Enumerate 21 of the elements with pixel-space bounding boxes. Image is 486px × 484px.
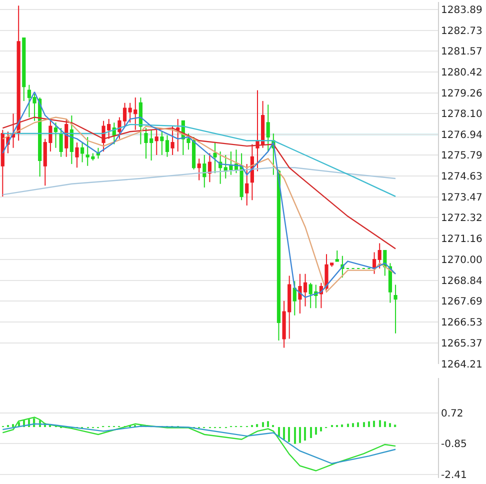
y-tick-label: 1275.79 (441, 150, 482, 162)
y-tick-label: 1274.63 (441, 172, 482, 183)
y-tick-label: 1279.26 (441, 88, 482, 100)
y-tick-label: -0.85 (441, 439, 467, 450)
y-tick-label: -2.41 (441, 470, 467, 481)
y-tick-label: 1282.73 (441, 26, 482, 37)
y-tick-label: 1281.57 (441, 46, 482, 58)
y-tick-label: 1283.89 (441, 4, 482, 16)
y-tick-label: 1280.42 (441, 67, 482, 78)
y-tick-label: 1272.32 (441, 213, 482, 224)
y-tick-label: 1267.69 (441, 296, 482, 308)
y-tick-label: 1278.10 (441, 109, 482, 120)
y-tick-label: 1271.16 (441, 234, 482, 246)
y-tick-label: 1273.47 (441, 192, 482, 204)
y-tick-label: 1270.00 (441, 255, 482, 266)
y-tick-label: 1265.37 (441, 338, 482, 350)
y-tick-label: 1276.94 (441, 130, 482, 142)
y-tick-label: 1264.21 (441, 359, 482, 370)
y-tick-label: 1268.84 (441, 276, 482, 287)
y-tick-label: 0.72 (441, 408, 464, 420)
y-tick-label: 1266.53 (441, 317, 482, 328)
